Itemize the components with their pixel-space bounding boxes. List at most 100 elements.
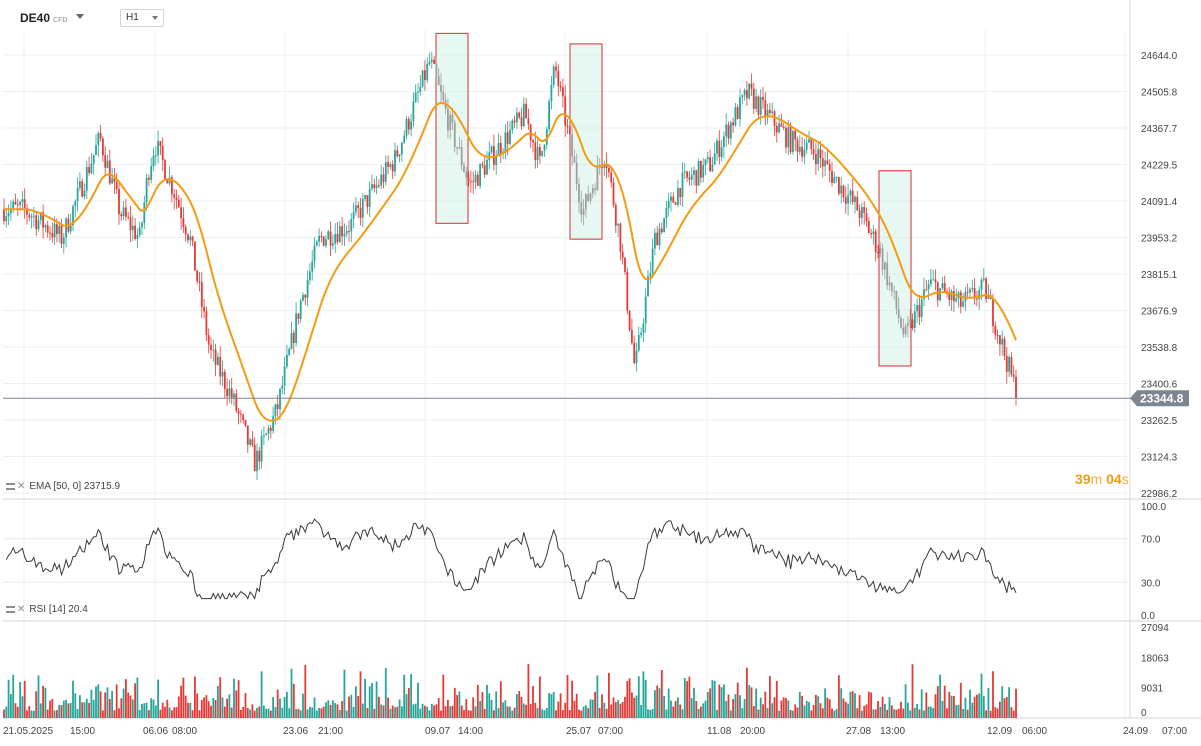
volume-bar [598,707,601,718]
volume-bar [251,704,254,718]
volume-bar [463,709,465,718]
volume-bar [821,708,824,718]
candle-body [1012,374,1015,377]
candle-body [734,107,737,126]
candle-body [635,350,638,364]
chevron-down-icon[interactable] [76,14,84,19]
volume-bar [902,708,905,718]
candle-body [19,201,21,205]
candle-body [194,241,196,271]
volume-bar [483,708,486,718]
volume-bar [591,699,594,718]
candle-body [755,96,757,109]
candle-body [10,208,12,214]
candle-body [274,404,277,417]
candle-body [437,76,440,85]
timeframe-select[interactable]: H1 [120,9,164,27]
volume-bar [674,701,677,718]
volume-bar [350,694,353,718]
volume-bar [943,685,946,718]
volume-bar [366,707,369,718]
candle-body [677,188,679,205]
volume-bar [407,687,410,718]
volume-bar [203,697,205,718]
candle-body [313,245,316,262]
volume-bar [166,699,169,718]
candle-body [470,181,472,183]
volume-bar [700,706,702,718]
candle-body [260,436,263,462]
candle-body [851,190,854,203]
candle-body [493,146,495,165]
volume-bar [62,700,65,718]
candle-body [458,147,461,149]
price-tick-label: 23262.5 [1141,416,1178,427]
volume-bar [412,704,415,718]
candle-body [695,170,698,186]
volume-bar [835,709,838,718]
volume-bar [923,710,925,718]
volume-bar [980,673,983,718]
candle-body [766,109,769,117]
settings-icon[interactable] [6,605,15,613]
candle-body [405,118,408,136]
settings-icon[interactable] [6,482,15,490]
candle-body [373,184,376,188]
candle-body [918,305,921,318]
volume-bar [863,705,866,718]
volume-bar [987,687,990,718]
time-tick-label: 13:00 [880,726,905,737]
volume-bar [235,690,238,718]
volume-bar [867,691,870,718]
candle-body [555,66,557,71]
rsi-tick-label: 30.0 [1141,578,1161,589]
volume-bar [421,703,424,718]
candle-body [297,313,300,319]
candle-body [302,294,304,301]
volume-bar [918,709,921,718]
candle-body [350,219,353,232]
candle-body [171,177,173,195]
volume-bar [587,708,590,718]
volume-bar [828,699,831,718]
candle-body [943,283,946,292]
volume-bar [702,703,705,718]
candle-body [778,123,780,133]
candle-body [656,232,659,246]
volume-bar [286,691,288,718]
volume-bar [384,668,387,718]
volume-bar [403,674,406,718]
volume-bar [451,705,454,718]
candle-body [138,227,141,235]
candle-body [143,202,146,224]
candle-body [256,450,258,472]
close-icon[interactable]: ✕ [17,481,26,492]
volume-bar [672,706,675,718]
candle-body [421,70,424,87]
volume-bar [913,707,916,718]
volume-bar [237,680,240,718]
volume-bar [1012,710,1015,718]
volume-bar [959,682,962,718]
candle-body [803,149,806,157]
volume-bar [30,710,33,718]
candle-body [1008,356,1010,372]
volume-bar [681,709,684,718]
candle-body [594,187,596,191]
symbol-selector[interactable]: DE40 CFD [20,11,67,25]
candle-body [660,228,663,233]
volume-bar [152,699,155,718]
close-icon[interactable]: ✕ [17,604,26,615]
candle-body [447,108,449,131]
volume-bar [601,694,603,718]
time-tick-label: 07:00 [598,726,623,737]
volume-bar [679,704,682,718]
candle-body [332,243,334,246]
candle-body [982,278,985,280]
candle-body [361,198,364,218]
price-tick-label: 24644.0 [1141,51,1178,62]
candle-body [141,223,143,228]
volume-bar [49,700,51,718]
candle-body [690,175,693,180]
